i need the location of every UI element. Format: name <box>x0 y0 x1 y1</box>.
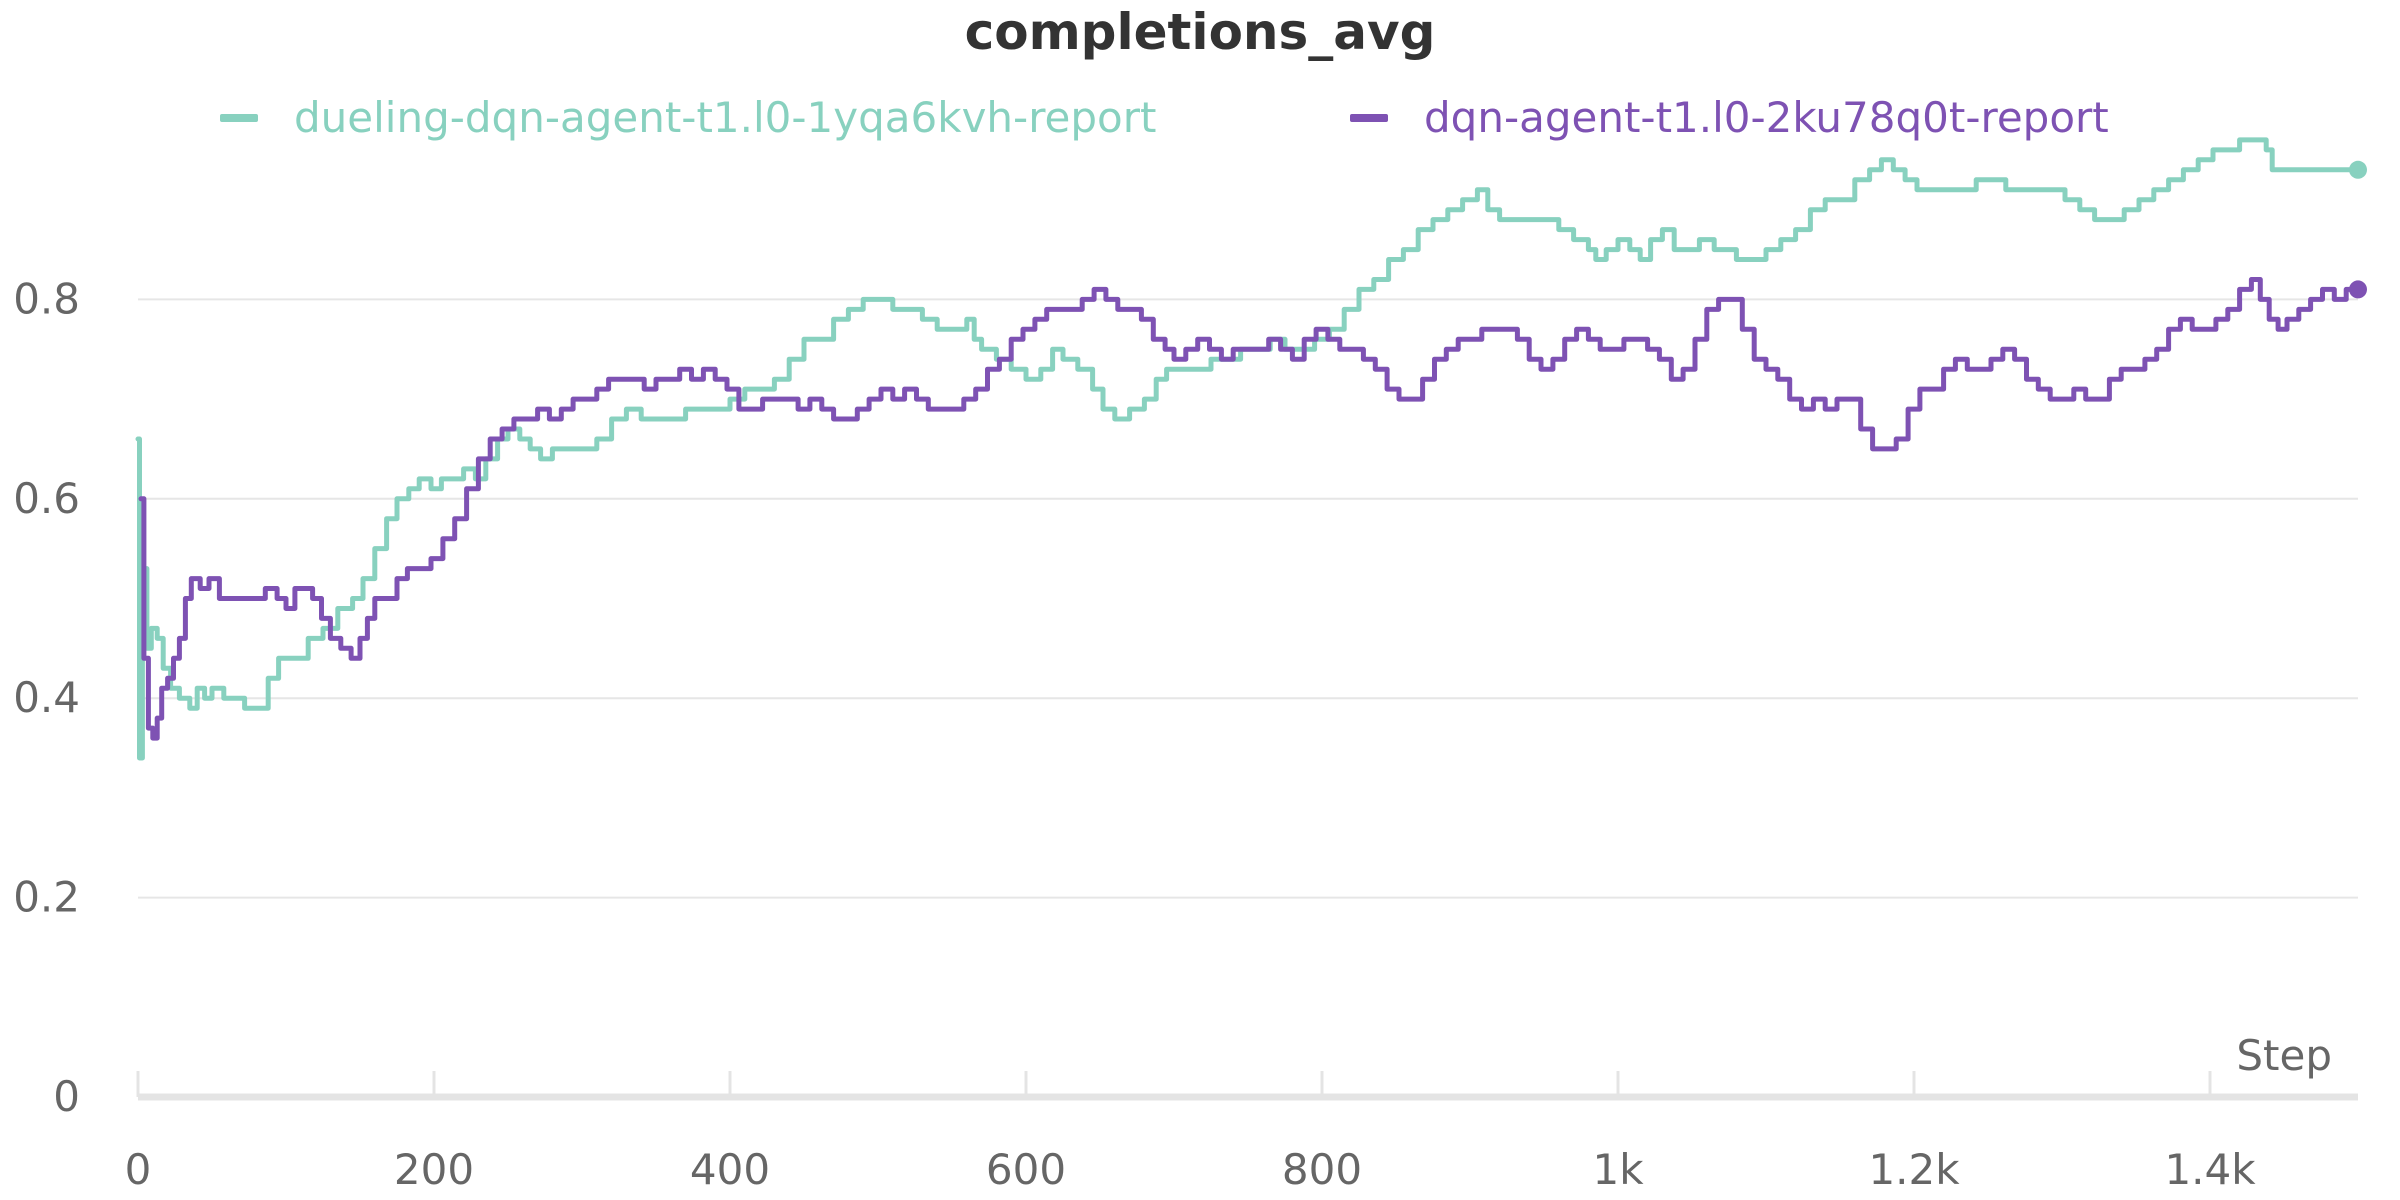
series-line-1[interactable] <box>135 137 2361 761</box>
x-tick-label: 600 <box>986 1145 1066 1194</box>
y-tick-label: 0.2 <box>13 873 80 922</box>
x-axis-title: Step <box>2236 1031 2332 1080</box>
series-end-point-1[interactable] <box>2349 160 2367 179</box>
series-line-2[interactable] <box>138 277 2361 741</box>
y-tick-label: 0.6 <box>13 474 80 523</box>
x-tick-label: 1.2k <box>1868 1145 1960 1194</box>
chart-title: completions_avg <box>964 3 1436 61</box>
legend-label: dueling-dqn-agent-t1.l0-1yqa6kvh-report <box>294 93 1157 142</box>
x-tick-label: 1.4k <box>2164 1145 2256 1194</box>
series-layer <box>135 137 2367 761</box>
y-axis-labels: 0 0.2 0.4 0.6 0.8 <box>13 274 80 1121</box>
x-axis: 0 200 400 600 800 1k 1.2k 1.4k <box>125 1071 2358 1194</box>
y-tick-label: 0 <box>53 1072 80 1121</box>
x-tick-label: 200 <box>394 1145 474 1194</box>
legend-item-dqn[interactable]: dqn-agent-t1.l0-2ku78q0t-report <box>1350 90 2109 146</box>
y-tick-label: 0.8 <box>13 274 80 323</box>
x-tick-label: 1k <box>1592 1145 1644 1194</box>
grid-lines <box>138 298 2358 899</box>
legend-swatch-icon <box>220 114 258 122</box>
legend-label: dqn-agent-t1.l0-2ku78q0t-report <box>1424 93 2109 142</box>
x-tick-label: 0 <box>125 1145 152 1194</box>
series-end-point-2[interactable] <box>2349 280 2367 299</box>
y-tick-label: 0.4 <box>13 673 80 722</box>
legend-swatch-icon <box>1350 114 1388 122</box>
legend-item-dueling-dqn[interactable]: dueling-dqn-agent-t1.l0-1yqa6kvh-report <box>220 90 1156 146</box>
x-tick-label: 800 <box>1282 1145 1362 1194</box>
x-tick-label: 400 <box>690 1145 770 1194</box>
